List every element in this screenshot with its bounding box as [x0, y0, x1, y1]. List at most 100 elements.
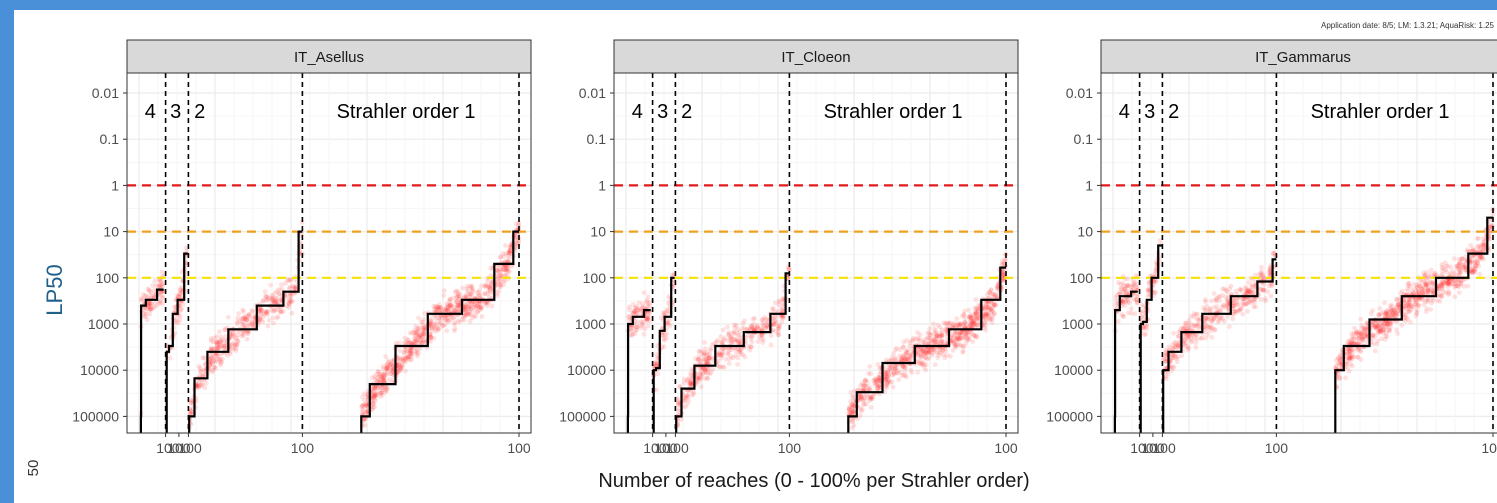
- scatter-point: [484, 300, 489, 306]
- scatter-point: [242, 316, 248, 321]
- scatter-point: [444, 328, 450, 334]
- scatter-point: [867, 364, 873, 369]
- scatter-point: [435, 326, 441, 332]
- scatter-point: [1343, 375, 1348, 381]
- scatter-point: [249, 321, 255, 327]
- scatter-point: [448, 305, 454, 310]
- scatter-point: [401, 358, 407, 364]
- scatter-point: [257, 316, 263, 321]
- scatter-point: [1252, 299, 1258, 305]
- scatter-point: [380, 374, 386, 380]
- scatter-point: [1403, 318, 1409, 324]
- scatter-point: [715, 337, 720, 343]
- scatter-point: [379, 371, 385, 377]
- scatter-point: [249, 308, 255, 313]
- scatter-point: [180, 302, 186, 307]
- scatter-point: [405, 348, 411, 353]
- scatter-point: [1361, 327, 1367, 332]
- scatter-point: [412, 327, 417, 333]
- scatter-point: [152, 303, 158, 309]
- scatter-point: [516, 241, 522, 246]
- y-tick-label: 1: [1085, 177, 1093, 193]
- scatter-point: [498, 268, 504, 273]
- scatter-point: [247, 323, 253, 329]
- scatter-point: [990, 308, 995, 314]
- scatter-point: [177, 287, 183, 293]
- panel-title: IT_Cloeon: [781, 49, 850, 66]
- x-tick-label: 100: [178, 440, 202, 456]
- scatter-point: [777, 324, 783, 330]
- scatter-point: [1248, 284, 1254, 290]
- scatter-point: [217, 339, 223, 345]
- scatter-point: [1412, 301, 1418, 307]
- scatter-point: [445, 307, 451, 313]
- scatter-point: [395, 369, 401, 375]
- scatter-point: [403, 357, 408, 362]
- scatter-point: [399, 362, 405, 368]
- scatter-point: [138, 297, 144, 303]
- scatter-point: [364, 393, 370, 399]
- scatter-point: [269, 297, 275, 303]
- scatter-point: [498, 283, 504, 289]
- scatter-point: [372, 374, 378, 379]
- scatter-point: [262, 289, 268, 295]
- scatter-point: [279, 286, 285, 292]
- scatter-point: [273, 295, 278, 301]
- scatter-point: [215, 353, 221, 359]
- scatter-point: [230, 340, 236, 346]
- scatter-point: [1125, 310, 1131, 316]
- scatter-point: [263, 294, 269, 300]
- scatter-point: [447, 303, 453, 308]
- scatter-point: [251, 324, 256, 330]
- scatter-point: [1273, 264, 1278, 270]
- scatter-point: [176, 294, 182, 300]
- scatter-point: [372, 404, 377, 410]
- scatter-point: [421, 330, 426, 336]
- scatter-point: [188, 409, 194, 415]
- scatter-point: [704, 376, 710, 381]
- scatter-point: [412, 336, 418, 342]
- scatter-point: [494, 290, 500, 296]
- scatter-point: [702, 340, 708, 345]
- scatter-point: [147, 303, 153, 308]
- scatter-point: [258, 311, 264, 317]
- scatter-point: [442, 288, 447, 293]
- scatter-point: [1209, 325, 1215, 330]
- scatter-point: [1345, 339, 1351, 344]
- scatter-point: [432, 321, 438, 326]
- scatter-point: [418, 319, 424, 325]
- scatter-point: [221, 345, 227, 351]
- scatter-point: [275, 314, 281, 320]
- scatter-point: [264, 294, 270, 299]
- y-tick-label: 10: [590, 224, 606, 240]
- scatter-point: [1470, 248, 1476, 254]
- scatter-point: [287, 277, 293, 282]
- scatter-point: [188, 411, 194, 416]
- scatter-point: [396, 361, 401, 367]
- scatter-point: [1118, 281, 1124, 287]
- scatter-point: [272, 290, 278, 296]
- scatter-point: [478, 305, 484, 311]
- scatter-point: [1346, 347, 1352, 352]
- scatter-point: [398, 358, 403, 363]
- scatter-point: [407, 350, 413, 356]
- scatter-point: [157, 292, 163, 298]
- scatter-point: [498, 273, 504, 278]
- scatter-point: [241, 323, 247, 328]
- scatter-point: [486, 284, 492, 290]
- scatter-point: [1205, 317, 1211, 323]
- x-axis-title: Number of reaches (0 - 100% per Strahler…: [598, 470, 1029, 492]
- scatter-point: [234, 342, 240, 348]
- scatter-point: [214, 354, 220, 360]
- scatter-point: [158, 289, 164, 295]
- scatter-point: [664, 335, 670, 341]
- scatter-point: [495, 268, 500, 273]
- scatter-point: [488, 282, 494, 288]
- scatter-point: [440, 323, 446, 329]
- scatter-point: [233, 348, 239, 354]
- scatter-point: [380, 371, 386, 377]
- scatter-point: [634, 324, 640, 330]
- scatter-point: [428, 339, 433, 344]
- scatter-point: [631, 309, 637, 314]
- scatter-point: [505, 268, 511, 274]
